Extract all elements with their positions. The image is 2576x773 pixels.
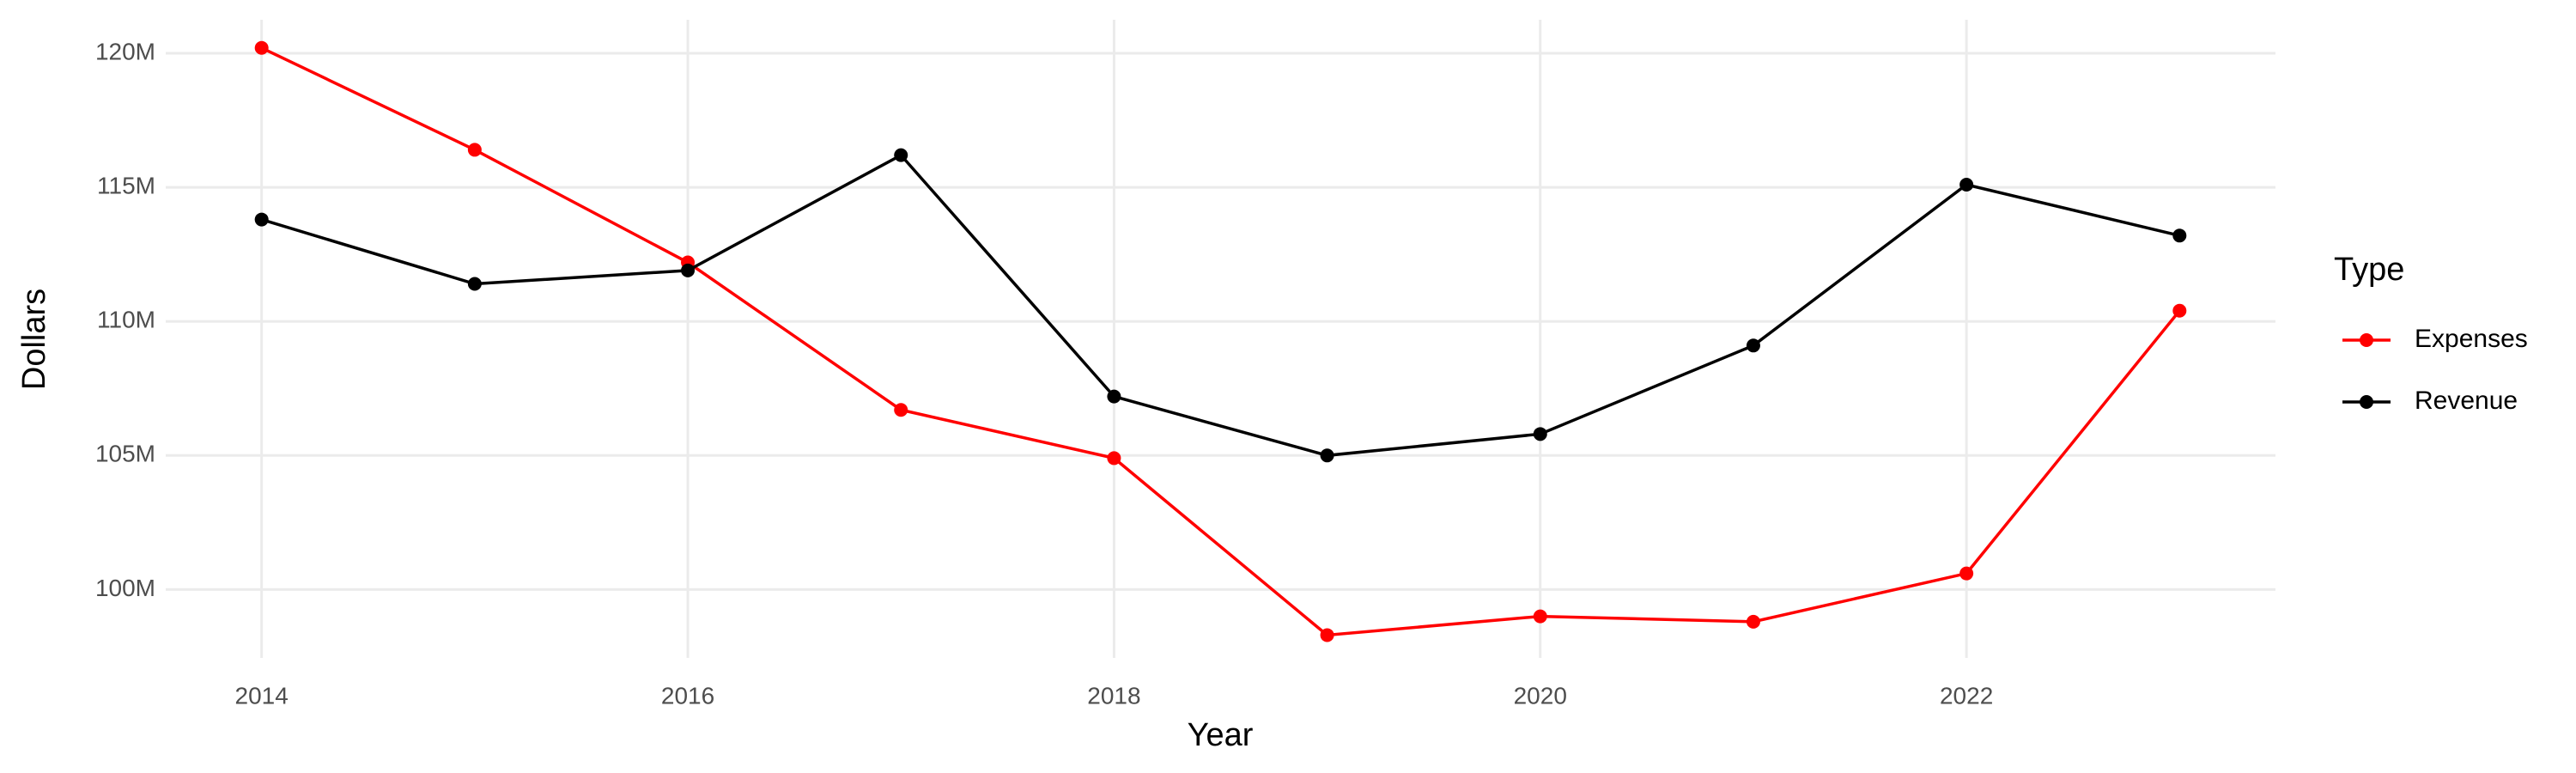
data-point [1533,427,1547,441]
x-tick-label: 2022 [1940,682,1993,709]
y-tick-label: 115M [97,173,155,199]
y-tick-label: 100M [95,575,155,601]
data-point [681,263,696,277]
data-point [1746,338,1760,353]
legend-title: Type [2334,252,2404,288]
x-axis-title: Year [1188,717,1254,753]
legend-label: Revenue [2415,386,2518,415]
data-point [254,212,269,227]
data-point [894,148,908,162]
x-tick-label: 2018 [1087,682,1140,709]
data-point [1107,389,1121,404]
data-point [1533,609,1547,624]
data-point [2172,228,2187,243]
data-point [894,403,908,417]
y-tick-label: 105M [95,441,155,467]
legend-key-point [2360,333,2373,347]
series-line [261,153,2180,458]
data-point [467,143,482,157]
data-point [1959,566,1974,581]
data-point [254,40,269,55]
data-point [1107,451,1121,466]
y-tick-label: 120M [95,38,155,64]
x-tick-label: 2014 [235,682,289,709]
y-axis-title: Dollars [16,289,52,390]
y-tick-label: 110M [97,307,155,333]
data-point [1959,177,1974,192]
x-tick-label: 2020 [1514,682,1567,709]
data-point [2172,303,2187,318]
series-line [260,46,2181,637]
data-point [1746,614,1760,629]
legend-label: Expenses [2415,325,2528,353]
legend-key-point [2360,395,2373,409]
x-tick-label: 2016 [661,682,714,709]
data-point [1320,628,1334,642]
data-point [467,277,482,291]
data-point [1320,448,1334,463]
